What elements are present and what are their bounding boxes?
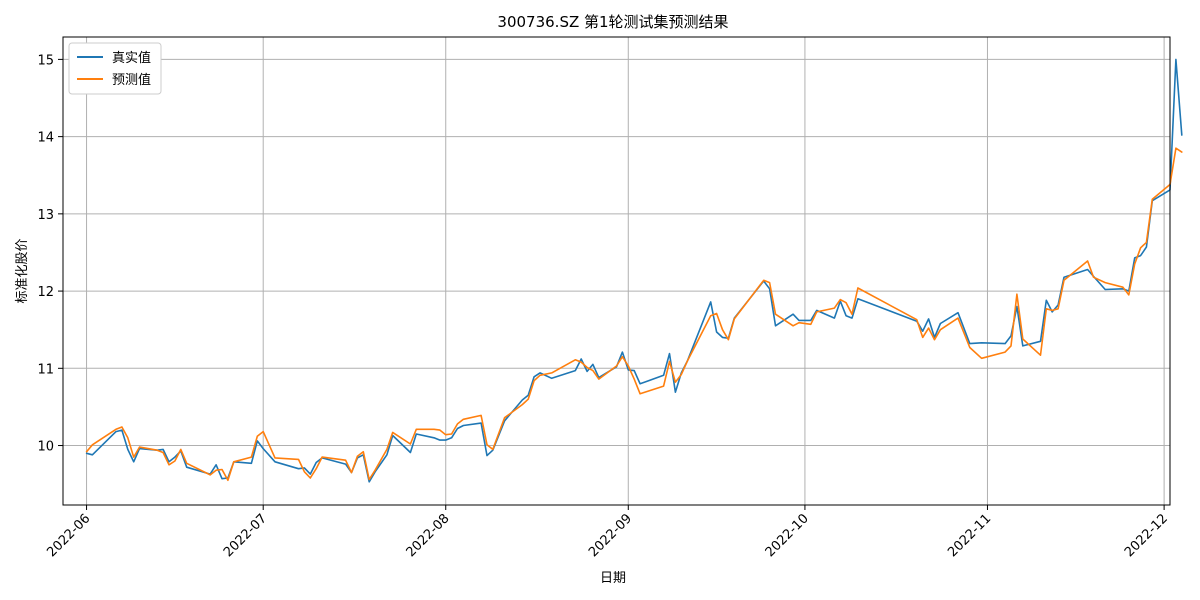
y-tick-label: 12 xyxy=(37,285,54,300)
x-tick-label: 2022-10 xyxy=(763,511,812,560)
x-tick-label: 2022-09 xyxy=(586,511,635,560)
x-tick-label: 2022-12 xyxy=(1122,511,1171,560)
plot-area xyxy=(62,36,1171,506)
grid xyxy=(63,37,1170,505)
legend-box xyxy=(68,42,162,95)
chart-title: 300736.SZ 第1轮测试集预测结果 xyxy=(497,13,728,31)
legend-label-actual: 真实值 xyxy=(112,50,151,66)
x-axis-ticks: 2022-06 2022-07 2022-08 2022-09 2022-10 2022-… xyxy=(44,505,1171,560)
y-axis-label: 标准化股价 xyxy=(15,238,30,303)
plot-frame xyxy=(62,36,1171,506)
legend-label-predicted: 预测值 xyxy=(112,72,151,88)
series-line-predicted xyxy=(85,147,1183,482)
x-tick-label: 2022-08 xyxy=(404,511,453,560)
x-axis-label: 日期 xyxy=(600,571,626,586)
x-tick-label: 2022-07 xyxy=(221,511,270,560)
y-tick-label: 14 xyxy=(37,131,54,146)
y-tick-label: 13 xyxy=(37,208,54,223)
series-group xyxy=(85,58,1183,483)
y-tick-label: 11 xyxy=(37,362,54,377)
x-tick-label: 2022-06 xyxy=(44,511,93,560)
y-axis-ticks: 10 11 12 13 14 15 xyxy=(37,53,63,455)
x-tick-label: 2022-11 xyxy=(945,511,994,560)
y-tick-label: 15 xyxy=(37,53,54,68)
legend: 真实值 预测值 xyxy=(68,42,162,95)
y-tick-label: 10 xyxy=(37,440,54,455)
